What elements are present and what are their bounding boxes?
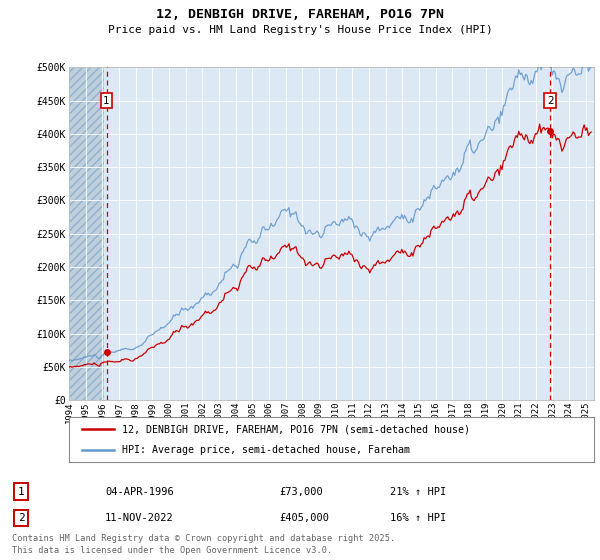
Text: 1: 1 xyxy=(17,487,25,497)
Text: 1: 1 xyxy=(103,96,110,105)
Text: £73,000: £73,000 xyxy=(279,487,323,497)
Text: 12, DENBIGH DRIVE, FAREHAM, PO16 7PN (semi-detached house): 12, DENBIGH DRIVE, FAREHAM, PO16 7PN (se… xyxy=(121,424,470,435)
Text: 21% ↑ HPI: 21% ↑ HPI xyxy=(390,487,446,497)
Text: 2: 2 xyxy=(17,513,25,523)
Text: HPI: Average price, semi-detached house, Fareham: HPI: Average price, semi-detached house,… xyxy=(121,445,409,455)
Text: 11-NOV-2022: 11-NOV-2022 xyxy=(105,513,174,523)
Text: 16% ↑ HPI: 16% ↑ HPI xyxy=(390,513,446,523)
Text: 2: 2 xyxy=(547,96,553,105)
Text: 04-APR-1996: 04-APR-1996 xyxy=(105,487,174,497)
Text: 12, DENBIGH DRIVE, FAREHAM, PO16 7PN: 12, DENBIGH DRIVE, FAREHAM, PO16 7PN xyxy=(156,8,444,21)
Text: Price paid vs. HM Land Registry's House Price Index (HPI): Price paid vs. HM Land Registry's House … xyxy=(107,25,493,35)
Text: £405,000: £405,000 xyxy=(279,513,329,523)
Bar xyxy=(69,67,104,400)
Text: Contains HM Land Registry data © Crown copyright and database right 2025.
This d: Contains HM Land Registry data © Crown c… xyxy=(12,534,395,555)
